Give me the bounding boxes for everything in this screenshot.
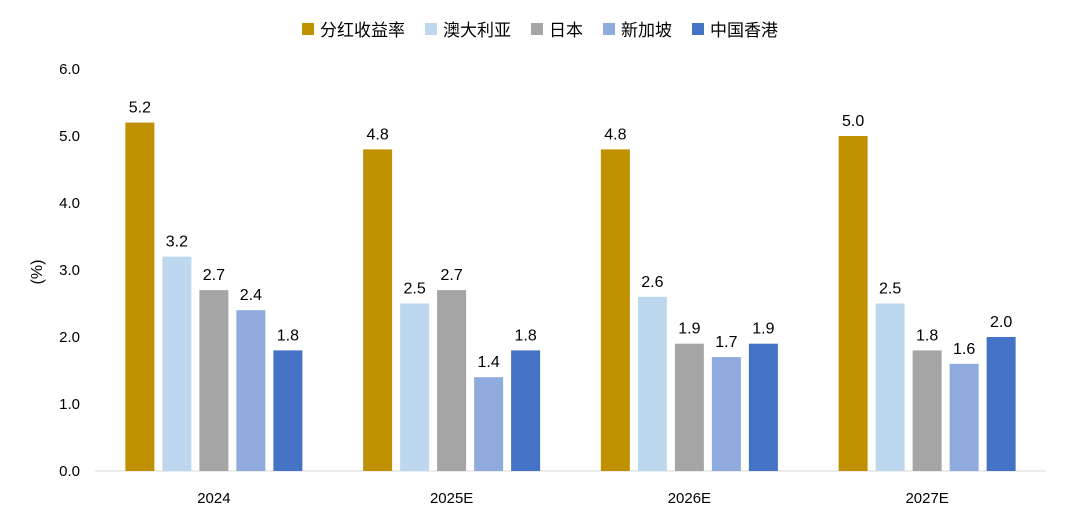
y-ticks: 0.0 1.0 2.0 3.0 4.0 5.0 6.0 bbox=[59, 61, 80, 480]
bar bbox=[674, 343, 704, 471]
x-tick-label: 2025E bbox=[430, 490, 473, 507]
data-label: 2.7 bbox=[441, 267, 463, 284]
legend-label: 分红收益率 bbox=[320, 21, 405, 41]
legend-item: 分红收益率 bbox=[302, 16, 405, 41]
legend-label: 新加坡 bbox=[621, 21, 672, 41]
data-label: 1.8 bbox=[515, 327, 537, 344]
y-tick-label: 2.0 bbox=[59, 329, 80, 346]
legend-label: 中国香港 bbox=[710, 21, 778, 41]
data-label: 2.6 bbox=[641, 274, 663, 291]
data-label: 1.4 bbox=[478, 354, 500, 371]
data-label: 1.7 bbox=[715, 334, 737, 351]
data-label: 1.9 bbox=[678, 321, 700, 338]
bar bbox=[125, 122, 155, 471]
data-label: 2.5 bbox=[879, 281, 901, 298]
data-label: 1.8 bbox=[916, 327, 938, 344]
bar bbox=[748, 343, 778, 471]
data-label: 2.7 bbox=[203, 267, 225, 284]
data-label: 5.2 bbox=[129, 100, 151, 117]
legend-swatch bbox=[531, 22, 543, 35]
y-tick-label: 6.0 bbox=[59, 61, 80, 78]
data-label: 1.6 bbox=[953, 341, 975, 358]
bar bbox=[600, 149, 630, 471]
y-axis-label: (%) bbox=[29, 260, 46, 285]
bar bbox=[162, 256, 192, 471]
legend-swatch bbox=[692, 22, 704, 35]
bar bbox=[949, 363, 979, 471]
legend-item: 澳大利亚 bbox=[425, 16, 511, 41]
bar bbox=[199, 290, 229, 471]
bars: 5.2 3.2 2.7 2.4 1.8 4.8 2.5 2.7 1.4 1.8 4.8 2.6 1.9 1… bbox=[125, 100, 1016, 471]
bar bbox=[511, 350, 541, 471]
legend-label: 澳大利亚 bbox=[443, 21, 511, 41]
x-tick-label: 2024 bbox=[197, 490, 230, 507]
y-tick-label: 5.0 bbox=[59, 128, 80, 145]
bar bbox=[400, 303, 430, 471]
legend: 分红收益率 澳大利亚 日本 新加坡 中国香港 bbox=[0, 16, 1080, 41]
bar bbox=[875, 303, 905, 471]
bar bbox=[637, 296, 667, 471]
legend-swatch bbox=[425, 22, 437, 35]
bar bbox=[437, 290, 467, 471]
bar bbox=[711, 357, 741, 471]
y-tick-label: 3.0 bbox=[59, 262, 80, 279]
x-tick-label: 2026E bbox=[668, 490, 711, 507]
data-label: 4.8 bbox=[604, 126, 626, 143]
data-label: 2.5 bbox=[404, 281, 426, 298]
legend-swatch bbox=[603, 22, 615, 35]
legend-item: 中国香港 bbox=[692, 16, 778, 41]
x-tick-label: 2027E bbox=[905, 490, 948, 507]
legend-item: 新加坡 bbox=[603, 16, 672, 41]
bar bbox=[838, 136, 868, 471]
data-label: 4.8 bbox=[367, 126, 389, 143]
data-label: 2.4 bbox=[240, 287, 262, 304]
legend-swatch bbox=[302, 22, 314, 35]
data-label: 3.2 bbox=[166, 234, 188, 251]
data-label: 1.9 bbox=[752, 321, 774, 338]
data-label: 1.8 bbox=[277, 327, 299, 344]
data-label: 5.0 bbox=[842, 113, 864, 130]
legend-label: 日本 bbox=[549, 21, 583, 41]
y-tick-label: 0.0 bbox=[59, 463, 80, 480]
data-label: 2.0 bbox=[990, 314, 1012, 331]
bar bbox=[986, 337, 1016, 471]
bar bbox=[363, 149, 393, 471]
bar bbox=[912, 350, 942, 471]
bar bbox=[273, 350, 303, 471]
y-tick-label: 1.0 bbox=[59, 396, 80, 413]
y-tick-label: 4.0 bbox=[59, 195, 80, 212]
bar bbox=[474, 377, 504, 471]
x-ticks: 2024 2025E 2026E 2027E bbox=[197, 490, 949, 507]
bar bbox=[236, 310, 266, 471]
legend-item: 日本 bbox=[531, 16, 583, 41]
